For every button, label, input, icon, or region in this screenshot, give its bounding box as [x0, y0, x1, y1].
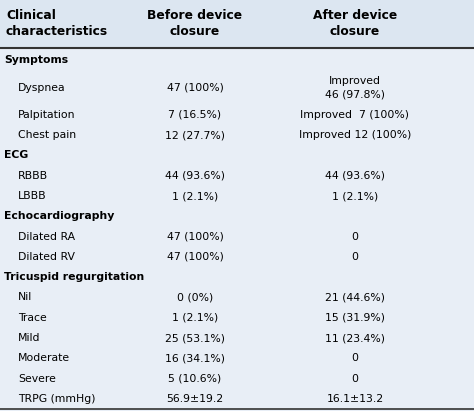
Text: Before device
closure: Before device closure	[147, 9, 243, 39]
Text: 1 (2.1%): 1 (2.1%)	[172, 313, 218, 323]
Text: Improved
46 (97.8%): Improved 46 (97.8%)	[325, 76, 385, 99]
Text: 0: 0	[352, 232, 358, 242]
Bar	[0, 48, 474, 411]
Text: 1 (2.1%): 1 (2.1%)	[172, 191, 218, 201]
Text: Improved 12 (100%): Improved 12 (100%)	[299, 130, 411, 140]
Text: 7 (16.5%): 7 (16.5%)	[168, 110, 221, 120]
Text: 47 (100%): 47 (100%)	[166, 83, 223, 92]
Text: Echocardiography: Echocardiography	[4, 211, 114, 221]
Text: Dilated RV: Dilated RV	[18, 252, 75, 262]
Text: LBBB: LBBB	[18, 191, 46, 201]
Text: 5 (10.6%): 5 (10.6%)	[168, 374, 222, 383]
Text: Tricuspid regurgitation: Tricuspid regurgitation	[4, 272, 144, 282]
Text: Severe: Severe	[18, 374, 56, 383]
Text: 44 (93.6%): 44 (93.6%)	[325, 171, 385, 181]
Text: 16 (34.1%): 16 (34.1%)	[165, 353, 225, 363]
Text: Palpitation: Palpitation	[18, 110, 75, 120]
Text: ECG: ECG	[4, 150, 28, 160]
Text: 0: 0	[352, 353, 358, 363]
Text: 0 (0%): 0 (0%)	[177, 293, 213, 302]
Text: 47 (100%): 47 (100%)	[166, 252, 223, 262]
Text: Dyspnea: Dyspnea	[18, 83, 65, 92]
Bar	[0, 0, 474, 48]
Text: 12 (27.7%): 12 (27.7%)	[165, 130, 225, 140]
Text: 11 (23.4%): 11 (23.4%)	[325, 333, 385, 343]
Text: Mild: Mild	[18, 333, 40, 343]
Text: Moderate: Moderate	[18, 353, 70, 363]
Text: 0: 0	[352, 374, 358, 383]
Text: 44 (93.6%): 44 (93.6%)	[165, 171, 225, 181]
Text: 1 (2.1%): 1 (2.1%)	[332, 191, 378, 201]
Text: Trace: Trace	[18, 313, 47, 323]
Text: Chest pain: Chest pain	[18, 130, 76, 140]
Text: Clinical
characteristics: Clinical characteristics	[6, 9, 108, 39]
Text: Dilated RA: Dilated RA	[18, 232, 75, 242]
Text: 25 (53.1%): 25 (53.1%)	[165, 333, 225, 343]
Text: 15 (31.9%): 15 (31.9%)	[325, 313, 385, 323]
Text: RBBB: RBBB	[18, 171, 48, 181]
Text: 0: 0	[352, 252, 358, 262]
Text: Symptoms: Symptoms	[4, 55, 68, 65]
Text: 21 (44.6%): 21 (44.6%)	[325, 293, 385, 302]
Text: 56.9±19.2: 56.9±19.2	[166, 394, 224, 404]
Text: TRPG (mmHg): TRPG (mmHg)	[18, 394, 95, 404]
Text: After device
closure: After device closure	[313, 9, 397, 39]
Text: Improved  7 (100%): Improved 7 (100%)	[301, 110, 410, 120]
Text: 47 (100%): 47 (100%)	[166, 232, 223, 242]
Text: 16.1±13.2: 16.1±13.2	[327, 394, 383, 404]
Text: Nil: Nil	[18, 293, 32, 302]
